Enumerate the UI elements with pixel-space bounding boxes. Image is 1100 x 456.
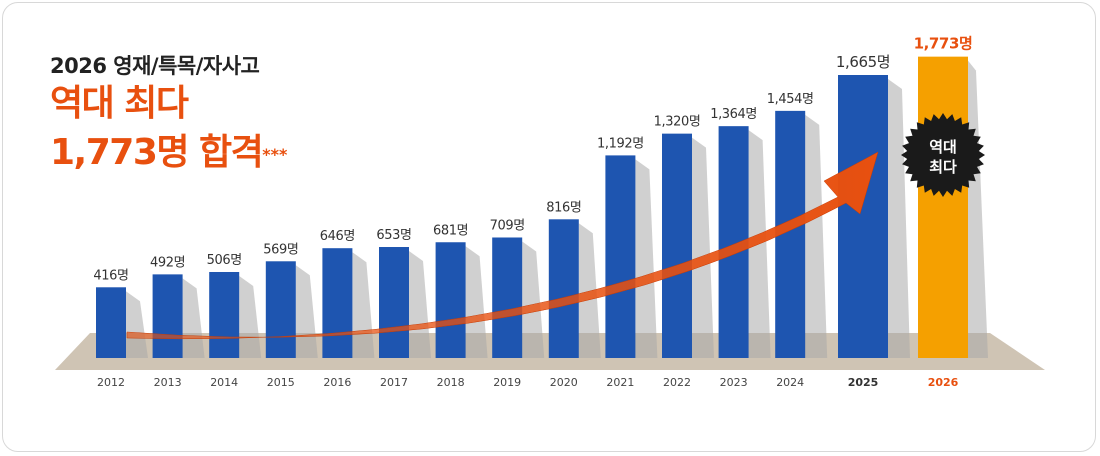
badge-line-2: 최다 (929, 158, 957, 176)
badge-line-1: 역대 (929, 138, 957, 156)
data-label-2022: 1,320명 (654, 115, 701, 130)
data-labels: 416명 492명 506명 569명 646명 653명 681명 709명 816명 1,19… (93, 35, 972, 284)
bar-2014 (209, 271, 240, 358)
headline-record: 역대 최다 (50, 83, 189, 124)
bar-2018 (435, 242, 466, 358)
bar-shadow (888, 79, 910, 358)
bar-shadow (465, 246, 488, 358)
starburst-badge (901, 113, 985, 197)
x-tick-2022: 2022 (663, 376, 691, 389)
data-label-2014: 506명 (207, 253, 242, 268)
x-tick-2015: 2015 (267, 376, 295, 389)
data-label-2013: 492명 (150, 255, 185, 270)
bar-shadow (635, 159, 658, 358)
data-label-2024: 1,454명 (767, 92, 814, 107)
x-tick-2025: 2025 (848, 376, 879, 389)
bar-2012 (96, 287, 126, 358)
data-label-2021: 1,192명 (597, 136, 644, 151)
bar-shadow (352, 252, 375, 358)
data-label-2015: 569명 (263, 242, 298, 257)
x-axis-ticks: 2012 2013 2014 2015 2016 2017 2018 2019 2020 2021… (97, 376, 959, 389)
bar-highlight-2026 (918, 56, 968, 358)
trend-arrow (126, 151, 879, 340)
bar-2017 (379, 247, 409, 358)
bar-shadow (692, 137, 714, 358)
bar-shadow (182, 278, 205, 358)
x-tick-2019: 2019 (493, 376, 521, 389)
data-label-2017: 653명 (376, 228, 411, 243)
bar-shadow (968, 60, 988, 358)
x-tick-2021: 2021 (606, 376, 634, 389)
x-tick-2013: 2013 (154, 376, 182, 389)
bar-2025 (838, 75, 888, 358)
chart-subtitle: 2026 영재/특목/자사고 (50, 54, 260, 78)
x-tick-2024: 2024 (776, 376, 804, 389)
bar-shadow (805, 114, 828, 358)
x-tick-2026: 2026 (928, 376, 959, 389)
bar-2013 (152, 274, 183, 358)
bar-2022 (662, 133, 692, 358)
headline-stars: *** (262, 145, 288, 164)
data-label-2016: 646명 (320, 229, 355, 244)
bar-2015 (265, 261, 296, 358)
bar-2020 (548, 219, 579, 358)
x-tick-2016: 2016 (323, 376, 351, 389)
bar-shadow (522, 241, 545, 358)
x-tick-2017: 2017 (380, 376, 408, 389)
bar-2021 (605, 155, 636, 358)
bar-shadow (409, 251, 431, 358)
data-label-2018: 681명 (433, 223, 468, 238)
bars (96, 56, 968, 359)
data-label-2012: 416명 (93, 268, 128, 283)
x-tick-2023: 2023 (720, 376, 748, 389)
headline-total-text: 1,773명 합격 (50, 132, 264, 173)
bar-2016 (322, 248, 353, 358)
x-tick-2014: 2014 (210, 376, 238, 389)
bar-2019 (492, 237, 523, 358)
bar-shadow (239, 275, 262, 358)
bar-shadow (126, 291, 148, 358)
data-label-2025: 1,665명 (836, 53, 890, 71)
bar-shadow (295, 265, 318, 358)
x-tick-2018: 2018 (437, 376, 465, 389)
data-label-2020: 816명 (546, 200, 581, 215)
trend-arrow-layer (126, 151, 879, 340)
data-label-2019: 709명 (490, 218, 525, 233)
x-tick-2020: 2020 (550, 376, 578, 389)
bar-shadow (578, 223, 601, 358)
data-label-2023: 1,364명 (710, 107, 757, 122)
headline-total: 1,773명 합격*** (50, 133, 287, 173)
data-label-2026: 1,773명 (914, 35, 973, 53)
x-tick-2012: 2012 (97, 376, 125, 389)
